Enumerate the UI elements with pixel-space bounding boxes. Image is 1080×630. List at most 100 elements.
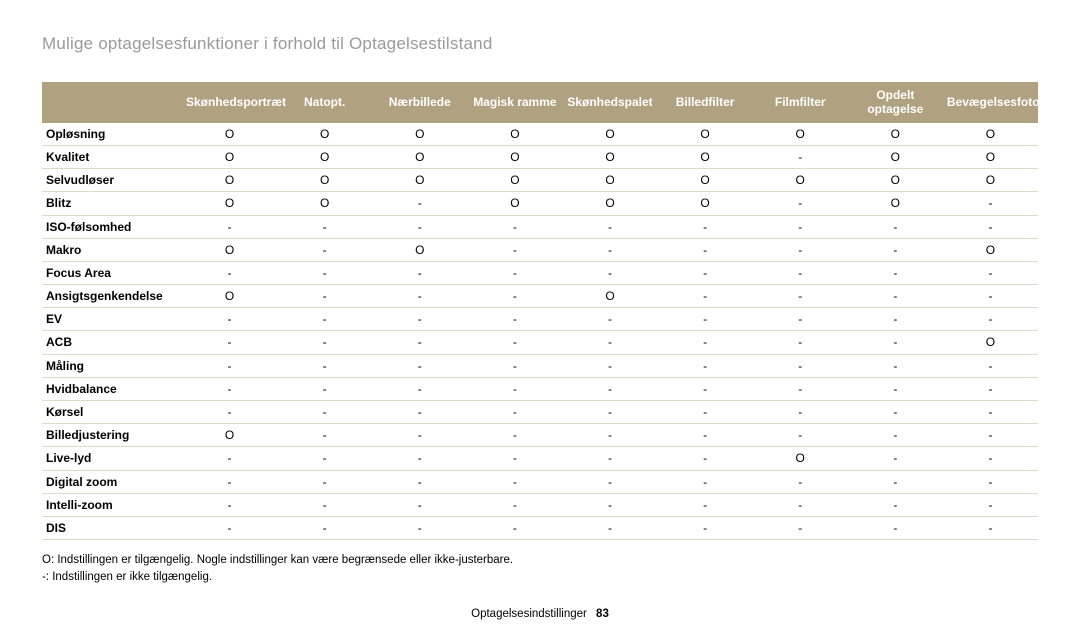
table-cell: - [658, 238, 753, 261]
table-cell: O [943, 123, 1038, 146]
table-cell: - [943, 354, 1038, 377]
table-row: Live-lyd------O-- [42, 447, 1038, 470]
footer-page-number: 83 [596, 608, 609, 620]
table-cell: - [848, 401, 943, 424]
table-cell: O [182, 123, 277, 146]
table-header-empty [42, 82, 182, 123]
row-label: Selvudløser [42, 169, 182, 192]
table-cell: - [848, 331, 943, 354]
table-cell: - [753, 238, 848, 261]
table-cell: - [372, 516, 467, 539]
row-label: ISO-følsomhed [42, 215, 182, 238]
table-cell: - [277, 470, 372, 493]
table-cell: - [562, 238, 657, 261]
table-cell: - [277, 308, 372, 331]
table-cell: - [277, 401, 372, 424]
table-cell: O [182, 285, 277, 308]
table-cell: - [658, 215, 753, 238]
table-cell: - [943, 493, 1038, 516]
table-cell: - [277, 377, 372, 400]
table-cell: - [848, 238, 943, 261]
table-cell: - [848, 377, 943, 400]
table-cell: - [467, 493, 562, 516]
table-cell: - [658, 516, 753, 539]
table-header: Opdelt optagelse [848, 82, 943, 123]
table-cell: - [277, 215, 372, 238]
feature-table: SkønhedsportrætNatopt.NærbilledeMagisk r… [42, 82, 1038, 540]
table-cell: - [372, 354, 467, 377]
table-cell: O [182, 424, 277, 447]
table-header: Billedfilter [658, 82, 753, 123]
row-label: Makro [42, 238, 182, 261]
table-row: MakroO-O-----O [42, 238, 1038, 261]
table-cell: - [372, 493, 467, 516]
table-cell: - [562, 261, 657, 284]
table-cell: - [182, 516, 277, 539]
table-cell: O [467, 192, 562, 215]
table-cell: - [658, 377, 753, 400]
table-cell: - [943, 377, 1038, 400]
table-cell: O [562, 145, 657, 168]
table-notes: O: Indstillingen er tilgængelig. Nogle i… [42, 552, 1038, 585]
table-cell: O [943, 331, 1038, 354]
table-cell: - [182, 308, 277, 331]
table-cell: - [467, 401, 562, 424]
table-cell: - [848, 470, 943, 493]
table-cell: - [848, 447, 943, 470]
table-cell: O [277, 123, 372, 146]
table-cell: O [277, 145, 372, 168]
table-header: Nærbillede [372, 82, 467, 123]
row-label: ACB [42, 331, 182, 354]
table-cell: - [753, 285, 848, 308]
table-cell: O [562, 169, 657, 192]
table-cell: - [562, 447, 657, 470]
table-cell: O [753, 123, 848, 146]
table-cell: - [467, 308, 562, 331]
table-cell: - [182, 215, 277, 238]
table-row: EV--------- [42, 308, 1038, 331]
table-cell: O [372, 169, 467, 192]
table-cell: O [467, 169, 562, 192]
table-cell: - [277, 331, 372, 354]
table-row: AnsigtsgenkendelseO---O---- [42, 285, 1038, 308]
table-cell: - [753, 192, 848, 215]
table-cell: - [277, 238, 372, 261]
table-header: Skønhedspalet [562, 82, 657, 123]
table-cell: O [182, 238, 277, 261]
row-label: Måling [42, 354, 182, 377]
table-cell: O [372, 145, 467, 168]
note-available: O: Indstillingen er tilgængelig. Nogle i… [42, 552, 1038, 569]
table-cell: - [372, 447, 467, 470]
row-label: Kørsel [42, 401, 182, 424]
table-cell: - [943, 261, 1038, 284]
table-cell: - [182, 331, 277, 354]
row-label: Intelli-zoom [42, 493, 182, 516]
table-cell: - [182, 493, 277, 516]
table-cell: - [658, 424, 753, 447]
table-cell: - [658, 331, 753, 354]
table-cell: - [467, 331, 562, 354]
table-cell: - [562, 493, 657, 516]
table-cell: - [753, 215, 848, 238]
table-cell: - [848, 516, 943, 539]
table-cell: - [658, 447, 753, 470]
table-cell: O [848, 192, 943, 215]
table-cell: - [372, 308, 467, 331]
table-cell: O [943, 238, 1038, 261]
table-cell: - [372, 285, 467, 308]
table-cell: - [277, 285, 372, 308]
table-row: KvalitetOOOOOO-OO [42, 145, 1038, 168]
table-cell: - [182, 354, 277, 377]
row-label: Kvalitet [42, 145, 182, 168]
table-cell: - [562, 401, 657, 424]
table-cell: O [182, 145, 277, 168]
table-cell: - [562, 424, 657, 447]
table-cell: - [658, 470, 753, 493]
table-cell: - [372, 424, 467, 447]
table-cell: - [467, 215, 562, 238]
table-cell: O [562, 285, 657, 308]
table-cell: - [753, 261, 848, 284]
table-cell: - [372, 192, 467, 215]
table-header: Bevægelsesfoto [943, 82, 1038, 123]
table-cell: - [658, 285, 753, 308]
